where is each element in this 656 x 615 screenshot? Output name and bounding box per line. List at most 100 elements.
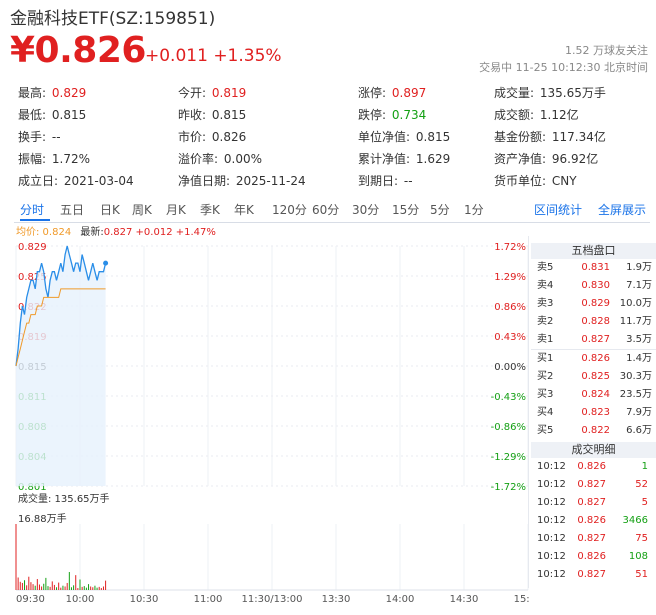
stat-label: 到期日: xyxy=(358,174,399,188)
stats-row: 最高: 0.829 今开: 0.819 涨停: 0.897 成交量: 135.65万手 xyxy=(0,80,656,102)
y-price-label: 0.801 xyxy=(18,482,47,493)
order-price: 0.831 xyxy=(581,262,610,273)
trade-status-time: 交易中 11-25 10:12:30 北京时间 xyxy=(479,61,648,74)
tab-9[interactable]: 30分 xyxy=(352,203,380,217)
order-book-row: 卖2 0.828 11.7万 xyxy=(531,313,656,331)
stat-label: 资产净值: xyxy=(494,152,547,166)
stat-label: 溢价率: xyxy=(178,152,219,166)
stat-value: 0.829 xyxy=(51,86,87,100)
order-qty: 6.6万 xyxy=(626,425,652,436)
tab-1[interactable]: 五日 xyxy=(60,203,85,217)
stat-item: 资产净值: 96.92亿 xyxy=(494,150,598,167)
stat-item: 成交额: 1.12亿 xyxy=(494,106,579,123)
deal-time: 10:12 xyxy=(537,461,566,472)
y-pct-label: -1.29% xyxy=(491,452,526,463)
x-time-label: 10:00 xyxy=(66,594,95,605)
order-price: 0.823 xyxy=(581,407,610,418)
deal-row: 10:12 0.827 5 xyxy=(531,494,656,512)
x-time-label: 11:00 xyxy=(194,594,223,605)
stat-item: 跌停: 0.734 xyxy=(358,106,426,123)
order-qty: 7.1万 xyxy=(626,280,652,291)
order-book-row: 买2 0.825 30.3万 xyxy=(531,368,656,386)
stat-value: 0.815 xyxy=(51,108,87,122)
deal-qty: 75 xyxy=(635,533,648,544)
stat-value: 2025-11-24 xyxy=(235,174,306,188)
deal-price: 0.827 xyxy=(577,533,606,544)
stat-value: 0.734 xyxy=(391,108,427,122)
tab-12[interactable]: 1分 xyxy=(464,203,484,217)
deal-row: 10:12 0.827 75 xyxy=(531,530,656,548)
stat-label: 最高: xyxy=(18,86,47,100)
deal-time: 10:12 xyxy=(537,515,566,526)
y-pct-label: -0.43% xyxy=(491,392,526,403)
tab-0[interactable]: 分时 xyxy=(20,203,45,217)
tab-8[interactable]: 60分 xyxy=(312,203,340,217)
volume-max-label: 16.88万手 xyxy=(18,512,67,525)
chart-period-tabs: 分时 五日 日K 周K 月K 季K 年K 120分 60分 30分 15分 5分 1分 区间统计 全屏展示 xyxy=(14,198,650,223)
stat-item: 昨收: 0.815 xyxy=(178,106,246,123)
order-level: 卖1 xyxy=(537,334,554,345)
intraday-chart[interactable]: 0.8290.8250.8220.8190.8150.8110.8080.804… xyxy=(0,236,530,606)
stat-label: 昨收: xyxy=(178,108,207,122)
stat-item: 市价: 0.826 xyxy=(178,128,246,145)
deal-row: 10:12 0.827 52 xyxy=(531,476,656,494)
stat-value: 117.34亿 xyxy=(551,130,606,144)
y-price-label: 0.829 xyxy=(18,242,47,253)
order-level: 买3 xyxy=(537,389,554,400)
x-time-label: 14:00 xyxy=(386,594,415,605)
active-tab-underline xyxy=(20,219,50,221)
order-book-divider xyxy=(531,349,656,350)
order-book-row: 买1 0.826 1.4万 xyxy=(531,350,656,368)
x-time-label: 15:00 xyxy=(514,594,530,605)
tab-5[interactable]: 季K xyxy=(200,203,220,217)
stat-value: 96.92亿 xyxy=(551,152,599,166)
order-qty: 30.3万 xyxy=(619,371,652,382)
tab-7[interactable]: 120分 xyxy=(272,203,307,217)
deal-time: 10:12 xyxy=(537,533,566,544)
stat-value: 0.897 xyxy=(391,86,427,100)
tab-11[interactable]: 5分 xyxy=(430,203,450,217)
deal-price: 0.827 xyxy=(577,569,606,580)
deals-title: 成交明细 xyxy=(531,442,656,458)
price-change: +0.011 +1.35% xyxy=(145,46,282,66)
tab-10[interactable]: 15分 xyxy=(392,203,420,217)
tab-6[interactable]: 年K xyxy=(234,203,254,217)
tab-4[interactable]: 月K xyxy=(166,203,186,217)
stat-label: 基金份额: xyxy=(494,130,547,144)
order-level: 卖3 xyxy=(537,298,554,309)
volume-label: 成交量: 135.65万手 xyxy=(18,492,110,505)
followers-count: 1.52 万球友关注 xyxy=(565,44,648,57)
stat-item: 基金份额: 117.34亿 xyxy=(494,128,606,145)
stat-item: 成交量: 135.65万手 xyxy=(494,84,606,101)
y-pct-label: -0.86% xyxy=(491,422,526,433)
fullscreen-button[interactable]: 全屏展示 xyxy=(598,203,647,217)
stat-value: 0.826 xyxy=(211,130,247,144)
tab-3[interactable]: 周K xyxy=(132,203,152,217)
deal-price: 0.826 xyxy=(577,515,606,526)
deal-time: 10:12 xyxy=(537,551,566,562)
avg-price-line xyxy=(15,288,106,367)
order-level: 买5 xyxy=(537,425,554,436)
stat-item: 换手: -- xyxy=(18,128,61,145)
x-time-label: 09:30 xyxy=(16,594,45,605)
x-time-label: 13:30 xyxy=(322,594,351,605)
order-book: 五档盘口 卖5 0.831 1.9万 卖4 0.830 7.1万 卖3 0.829 10.0万卖… xyxy=(531,243,656,584)
stat-label: 跌停: xyxy=(358,108,387,122)
order-price: 0.826 xyxy=(581,353,610,364)
stat-label: 涨停: xyxy=(358,86,387,100)
tab-2[interactable]: 日K xyxy=(100,203,120,217)
stat-value: 0.00% xyxy=(223,152,262,166)
x-time-label: 10:30 xyxy=(130,594,159,605)
stat-value: 1.629 xyxy=(415,152,451,166)
deal-time: 10:12 xyxy=(537,569,566,580)
fund-title: 金融科技ETF(SZ:159851) xyxy=(10,9,216,29)
stat-label: 净值日期: xyxy=(178,174,231,188)
stat-item: 成立日: 2021-03-04 xyxy=(18,172,134,189)
stat-value: 1.72% xyxy=(51,152,90,166)
stats-grid: 最高: 0.829 今开: 0.819 涨停: 0.897 成交量: 135.65万手… xyxy=(0,80,656,190)
stat-item: 溢价率: 0.00% xyxy=(178,150,262,167)
order-book-row: 买5 0.822 6.6万 xyxy=(531,422,656,440)
current-price: ¥0.826 xyxy=(10,30,146,71)
range-stats-button[interactable]: 区间统计 xyxy=(534,203,583,217)
stat-item: 最低: 0.815 xyxy=(18,106,86,123)
